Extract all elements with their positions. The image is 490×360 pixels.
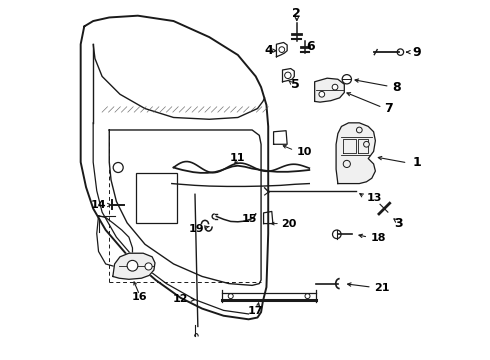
Text: 16: 16: [132, 292, 147, 302]
Polygon shape: [315, 78, 344, 102]
Text: 2: 2: [293, 8, 301, 21]
Text: 11: 11: [230, 153, 245, 163]
Circle shape: [113, 162, 123, 172]
Text: 6: 6: [306, 40, 315, 53]
Circle shape: [364, 141, 369, 147]
Circle shape: [279, 47, 285, 53]
Circle shape: [333, 230, 341, 239]
Text: 7: 7: [384, 102, 393, 115]
Text: 4: 4: [264, 44, 273, 57]
Circle shape: [145, 263, 152, 270]
Text: 15: 15: [242, 213, 258, 224]
Text: 14: 14: [91, 200, 106, 210]
Circle shape: [305, 294, 310, 298]
Text: 13: 13: [367, 193, 382, 203]
Bar: [136, 173, 177, 223]
Text: 21: 21: [374, 283, 390, 293]
Text: 19: 19: [188, 224, 204, 234]
Text: 17: 17: [248, 306, 264, 316]
Text: 10: 10: [297, 147, 312, 157]
Circle shape: [285, 72, 291, 78]
Polygon shape: [336, 123, 375, 184]
Circle shape: [397, 49, 404, 55]
Circle shape: [356, 127, 362, 133]
Text: 5: 5: [291, 78, 299, 91]
Text: 20: 20: [281, 219, 296, 229]
Text: 9: 9: [412, 46, 421, 59]
Circle shape: [228, 294, 233, 298]
Circle shape: [332, 84, 338, 90]
Polygon shape: [113, 253, 155, 279]
Text: 8: 8: [392, 81, 401, 94]
Text: 1: 1: [413, 156, 421, 169]
Circle shape: [342, 75, 351, 84]
Circle shape: [319, 91, 325, 97]
Circle shape: [343, 160, 350, 167]
Text: 12: 12: [173, 294, 189, 303]
Text: 18: 18: [371, 233, 386, 243]
Text: 3: 3: [394, 217, 403, 230]
Circle shape: [127, 260, 138, 271]
